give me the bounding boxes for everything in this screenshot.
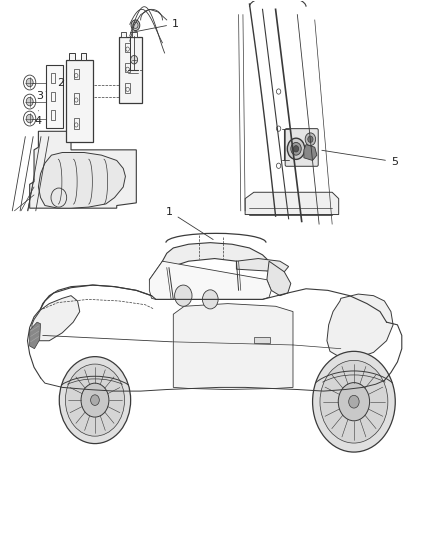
Bar (121, 31, 126, 37)
Bar (69, 53, 74, 60)
Bar (119, 37, 141, 103)
Circle shape (291, 142, 301, 155)
Polygon shape (327, 294, 393, 358)
Polygon shape (304, 144, 317, 160)
Polygon shape (267, 261, 291, 296)
Circle shape (26, 78, 33, 87)
Circle shape (131, 20, 140, 30)
Polygon shape (162, 243, 271, 272)
Bar (74, 118, 79, 128)
Bar (50, 73, 55, 83)
Bar (66, 60, 93, 142)
Polygon shape (39, 152, 125, 208)
Circle shape (59, 357, 131, 443)
Text: 5: 5 (322, 150, 398, 167)
Bar (132, 31, 137, 37)
Circle shape (293, 146, 299, 152)
Circle shape (305, 133, 316, 146)
Circle shape (320, 360, 388, 443)
FancyBboxPatch shape (285, 128, 318, 166)
Bar (74, 69, 79, 79)
Polygon shape (237, 259, 289, 272)
Polygon shape (32, 296, 80, 341)
Bar (125, 43, 130, 52)
Text: 2: 2 (57, 78, 64, 88)
Polygon shape (173, 304, 293, 390)
Circle shape (349, 395, 359, 408)
Circle shape (26, 114, 33, 123)
Circle shape (65, 364, 124, 436)
Text: 3: 3 (36, 92, 46, 101)
Bar (50, 92, 55, 101)
Bar (125, 83, 130, 93)
Circle shape (131, 55, 138, 64)
Bar (50, 110, 55, 119)
Circle shape (202, 290, 218, 309)
Bar (74, 93, 79, 104)
Text: 1: 1 (131, 19, 179, 33)
Polygon shape (149, 261, 271, 300)
Circle shape (175, 285, 192, 306)
Polygon shape (30, 322, 41, 349)
Text: 4: 4 (35, 111, 42, 126)
Bar (254, 337, 270, 343)
Bar (81, 53, 86, 60)
Circle shape (91, 395, 99, 406)
Polygon shape (30, 131, 136, 208)
Polygon shape (245, 192, 339, 215)
Polygon shape (149, 261, 169, 300)
Text: 1: 1 (166, 207, 213, 239)
Bar (125, 63, 130, 72)
Circle shape (313, 351, 395, 452)
Circle shape (26, 98, 33, 106)
Bar (46, 65, 63, 127)
Circle shape (308, 136, 313, 142)
Circle shape (287, 138, 305, 159)
Circle shape (338, 383, 370, 421)
Circle shape (81, 383, 109, 417)
